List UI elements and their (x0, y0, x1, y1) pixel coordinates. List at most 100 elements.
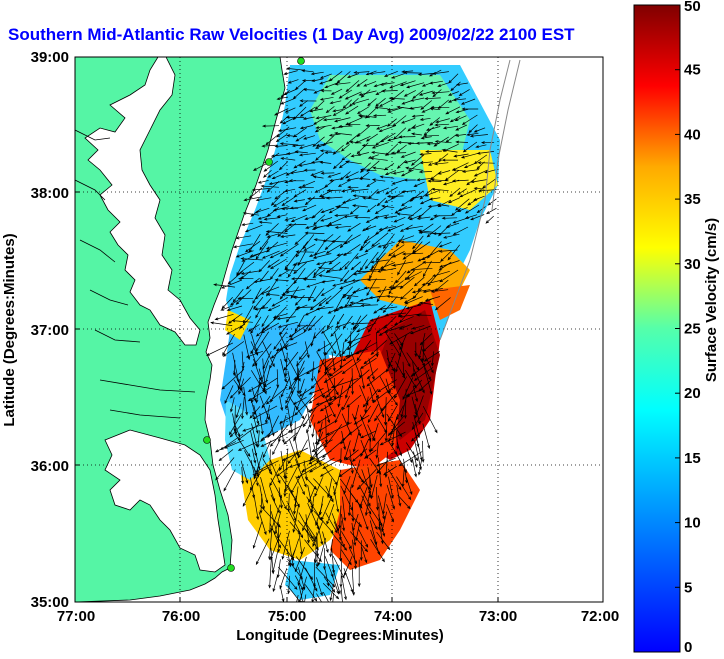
velocity-vector (470, 214, 485, 221)
velocity-vector (283, 70, 298, 75)
velocity-vector (366, 204, 377, 213)
velocity-vector (360, 369, 366, 390)
velocity-vector (386, 294, 407, 299)
velocity-vector (340, 144, 350, 152)
velocity-vector (293, 160, 306, 169)
velocity-vector (389, 81, 407, 89)
velocity-vector (380, 132, 396, 143)
velocity-vector (346, 73, 360, 79)
velocity-vector (334, 131, 352, 136)
velocity-vector (250, 316, 262, 335)
velocity-vector (379, 82, 395, 86)
velocity-vector (301, 79, 314, 83)
velocity-vector (423, 351, 440, 362)
velocity-vector (302, 116, 315, 121)
velocity-vector (320, 280, 335, 284)
velocity-vector (293, 261, 307, 275)
velocity-vector (296, 324, 315, 328)
velocity-vector (361, 143, 378, 148)
velocity-vector (250, 341, 258, 356)
velocity-vector (364, 225, 377, 231)
velocity-vector (397, 235, 415, 242)
velocity-vector (310, 332, 316, 347)
velocity-vector (311, 582, 316, 602)
velocity-vector (383, 465, 397, 476)
velocity-vector (322, 591, 329, 602)
velocity-vector (293, 199, 305, 203)
velocity-vector (314, 539, 318, 564)
velocity-vector (410, 195, 422, 200)
velocity-vector (278, 494, 287, 510)
velocity-vector (345, 449, 359, 461)
velocity-vector (334, 82, 351, 86)
velocity-vector (418, 90, 434, 96)
velocity-vector (231, 319, 253, 323)
velocity-vector (348, 547, 358, 565)
velocity-vector (379, 98, 395, 107)
velocity-vector (325, 422, 352, 436)
velocity-vector (455, 140, 469, 144)
velocity-vector (433, 214, 452, 218)
velocity-vector (386, 352, 396, 373)
velocity-vector (293, 367, 315, 380)
velocity-vector (268, 558, 272, 589)
velocity-vector (342, 395, 351, 411)
velocity-vector (259, 494, 263, 515)
velocity-vector (295, 459, 307, 488)
velocity-vector (261, 430, 279, 440)
velocity-vector (338, 505, 342, 529)
velocity-vector (339, 541, 343, 562)
velocity-vector (468, 124, 478, 134)
velocity-vector (388, 476, 394, 500)
velocity-vector (205, 342, 234, 356)
x-tick-label: 75:00 (268, 608, 306, 625)
velocity-vector (419, 333, 433, 346)
velocity-vector (249, 406, 261, 419)
velocity-vector (387, 468, 402, 491)
velocity-vector (266, 233, 280, 238)
velocity-vector (356, 142, 369, 155)
velocity-vector (277, 321, 298, 329)
velocity-vector (265, 404, 270, 424)
velocity-vector (295, 241, 309, 258)
velocity-vector (299, 99, 317, 103)
velocity-vector (301, 180, 316, 187)
velocity-vector (376, 286, 387, 303)
velocity-vector (387, 106, 404, 113)
velocity-vector (325, 378, 332, 402)
velocity-vector (405, 477, 413, 496)
velocity-vector (287, 586, 301, 602)
velocity-vector (289, 170, 305, 175)
velocity-vector (410, 97, 425, 102)
velocity-vector (372, 423, 379, 442)
velocity-vector (473, 186, 485, 190)
velocity-vector (318, 358, 325, 374)
velocity-vector (310, 361, 315, 382)
velocity-vector (281, 207, 299, 211)
velocity-vector (332, 592, 335, 602)
velocity-vector (353, 270, 371, 276)
velocity-vector (375, 187, 390, 194)
velocity-vector (340, 586, 343, 602)
x-tick-label: 73:00 (479, 608, 517, 625)
velocity-vector (290, 277, 307, 281)
velocity-vector (265, 223, 279, 236)
velocity-vector (257, 180, 269, 184)
velocity-vector (462, 141, 478, 153)
velocity-vector (294, 233, 308, 246)
velocity-vector (314, 432, 334, 445)
velocity-vector (268, 504, 272, 534)
velocity-vector (313, 510, 334, 534)
velocity-vector (241, 396, 245, 420)
velocity-vector (466, 132, 479, 137)
velocity-vector (279, 287, 290, 300)
velocity-vector (274, 144, 288, 148)
velocity-vector (251, 188, 271, 192)
velocity-vector (308, 450, 332, 465)
velocity-vector (311, 78, 323, 83)
velocity-vector (320, 207, 335, 214)
velocity-vector (368, 358, 375, 381)
velocity-vector (274, 278, 289, 282)
velocity-vector (226, 323, 246, 335)
y-tick-label: 36:00 (31, 458, 69, 475)
